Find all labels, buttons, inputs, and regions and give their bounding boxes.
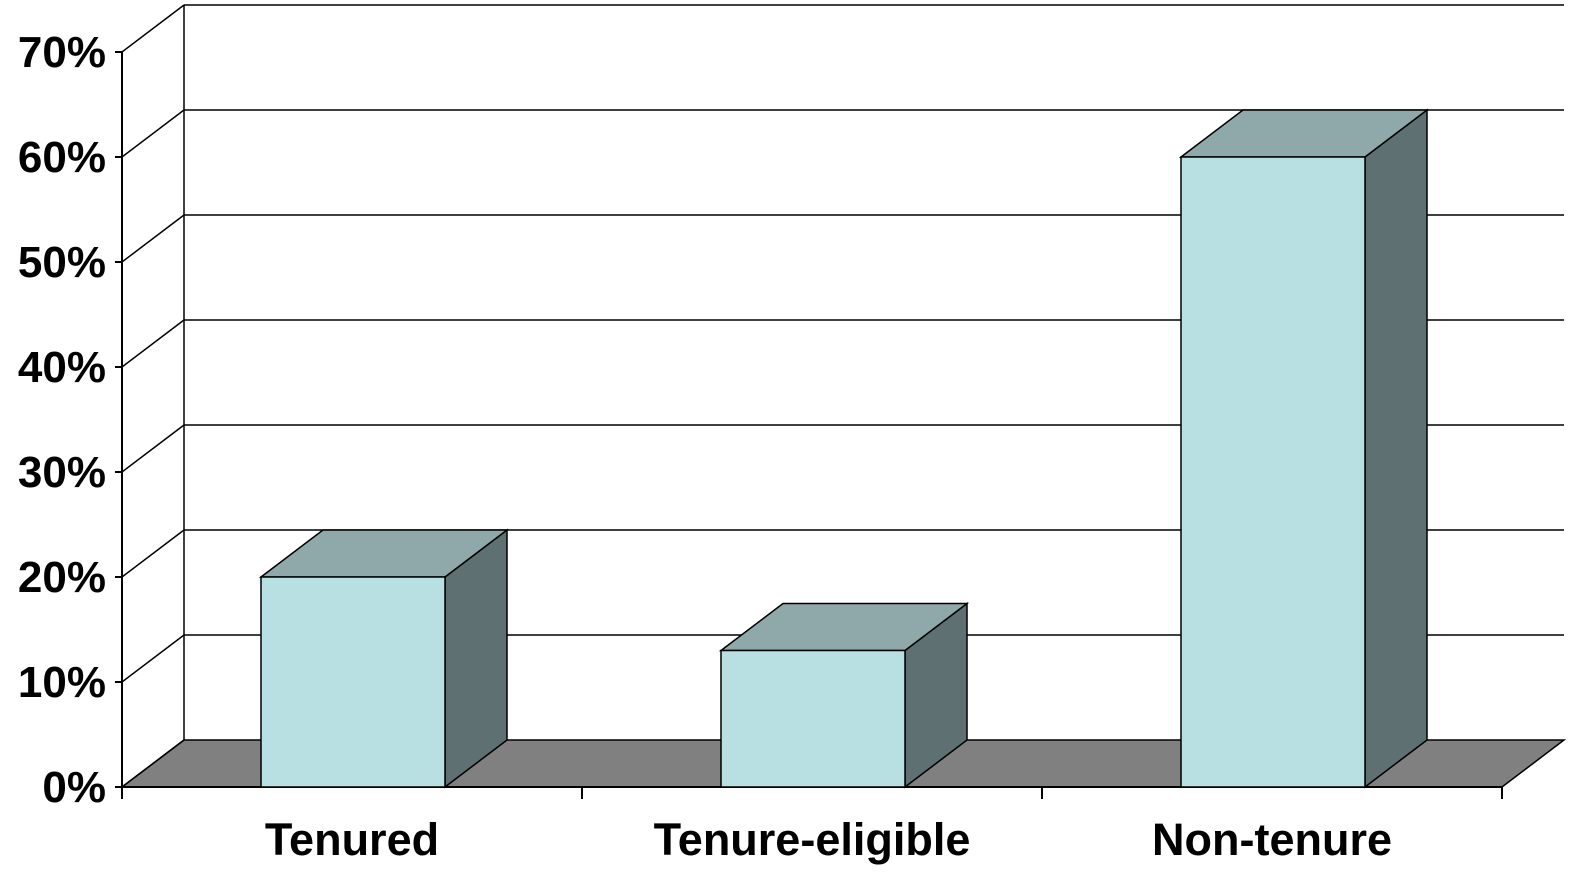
bar-side bbox=[1364, 108, 1428, 789]
grid-diagonal bbox=[121, 634, 185, 683]
bar-front bbox=[1180, 156, 1366, 788]
grid-diagonal bbox=[121, 319, 185, 368]
y-tick-labels: 0% 10% 20% 30% 40% 50% 60% 70% bbox=[18, 28, 106, 812]
bar-tenured bbox=[258, 528, 510, 789]
grid-diagonal bbox=[121, 214, 185, 263]
bar-front bbox=[720, 649, 906, 788]
x-category-label: Tenure-eligible bbox=[654, 814, 971, 865]
bars bbox=[258, 108, 1430, 789]
grid-diagonal bbox=[121, 424, 185, 473]
y-tick-label: 60% bbox=[18, 133, 106, 182]
bar-non-tenure bbox=[1178, 108, 1430, 789]
y-tick-label: 50% bbox=[18, 238, 106, 287]
y-tick-label: 40% bbox=[18, 343, 106, 392]
grid-diagonal bbox=[121, 4, 185, 53]
y-tick-label: 10% bbox=[18, 658, 106, 707]
y-tick-label: 0% bbox=[42, 763, 106, 812]
x-category-label: Non-tenure bbox=[1152, 814, 1392, 865]
y-tick-label: 30% bbox=[18, 448, 106, 497]
bar-tenure-eligible bbox=[718, 601, 970, 789]
y-tick-label: 20% bbox=[18, 553, 106, 602]
grid-diagonal bbox=[121, 529, 185, 578]
x-category-labels: Tenured Tenure-eligible Non-tenure bbox=[265, 814, 1392, 865]
bar-front bbox=[260, 576, 446, 788]
y-tick-label: 70% bbox=[18, 28, 106, 77]
grid-diagonal bbox=[121, 739, 185, 788]
x-category-label: Tenured bbox=[265, 814, 439, 865]
grid-diagonal bbox=[121, 109, 185, 158]
